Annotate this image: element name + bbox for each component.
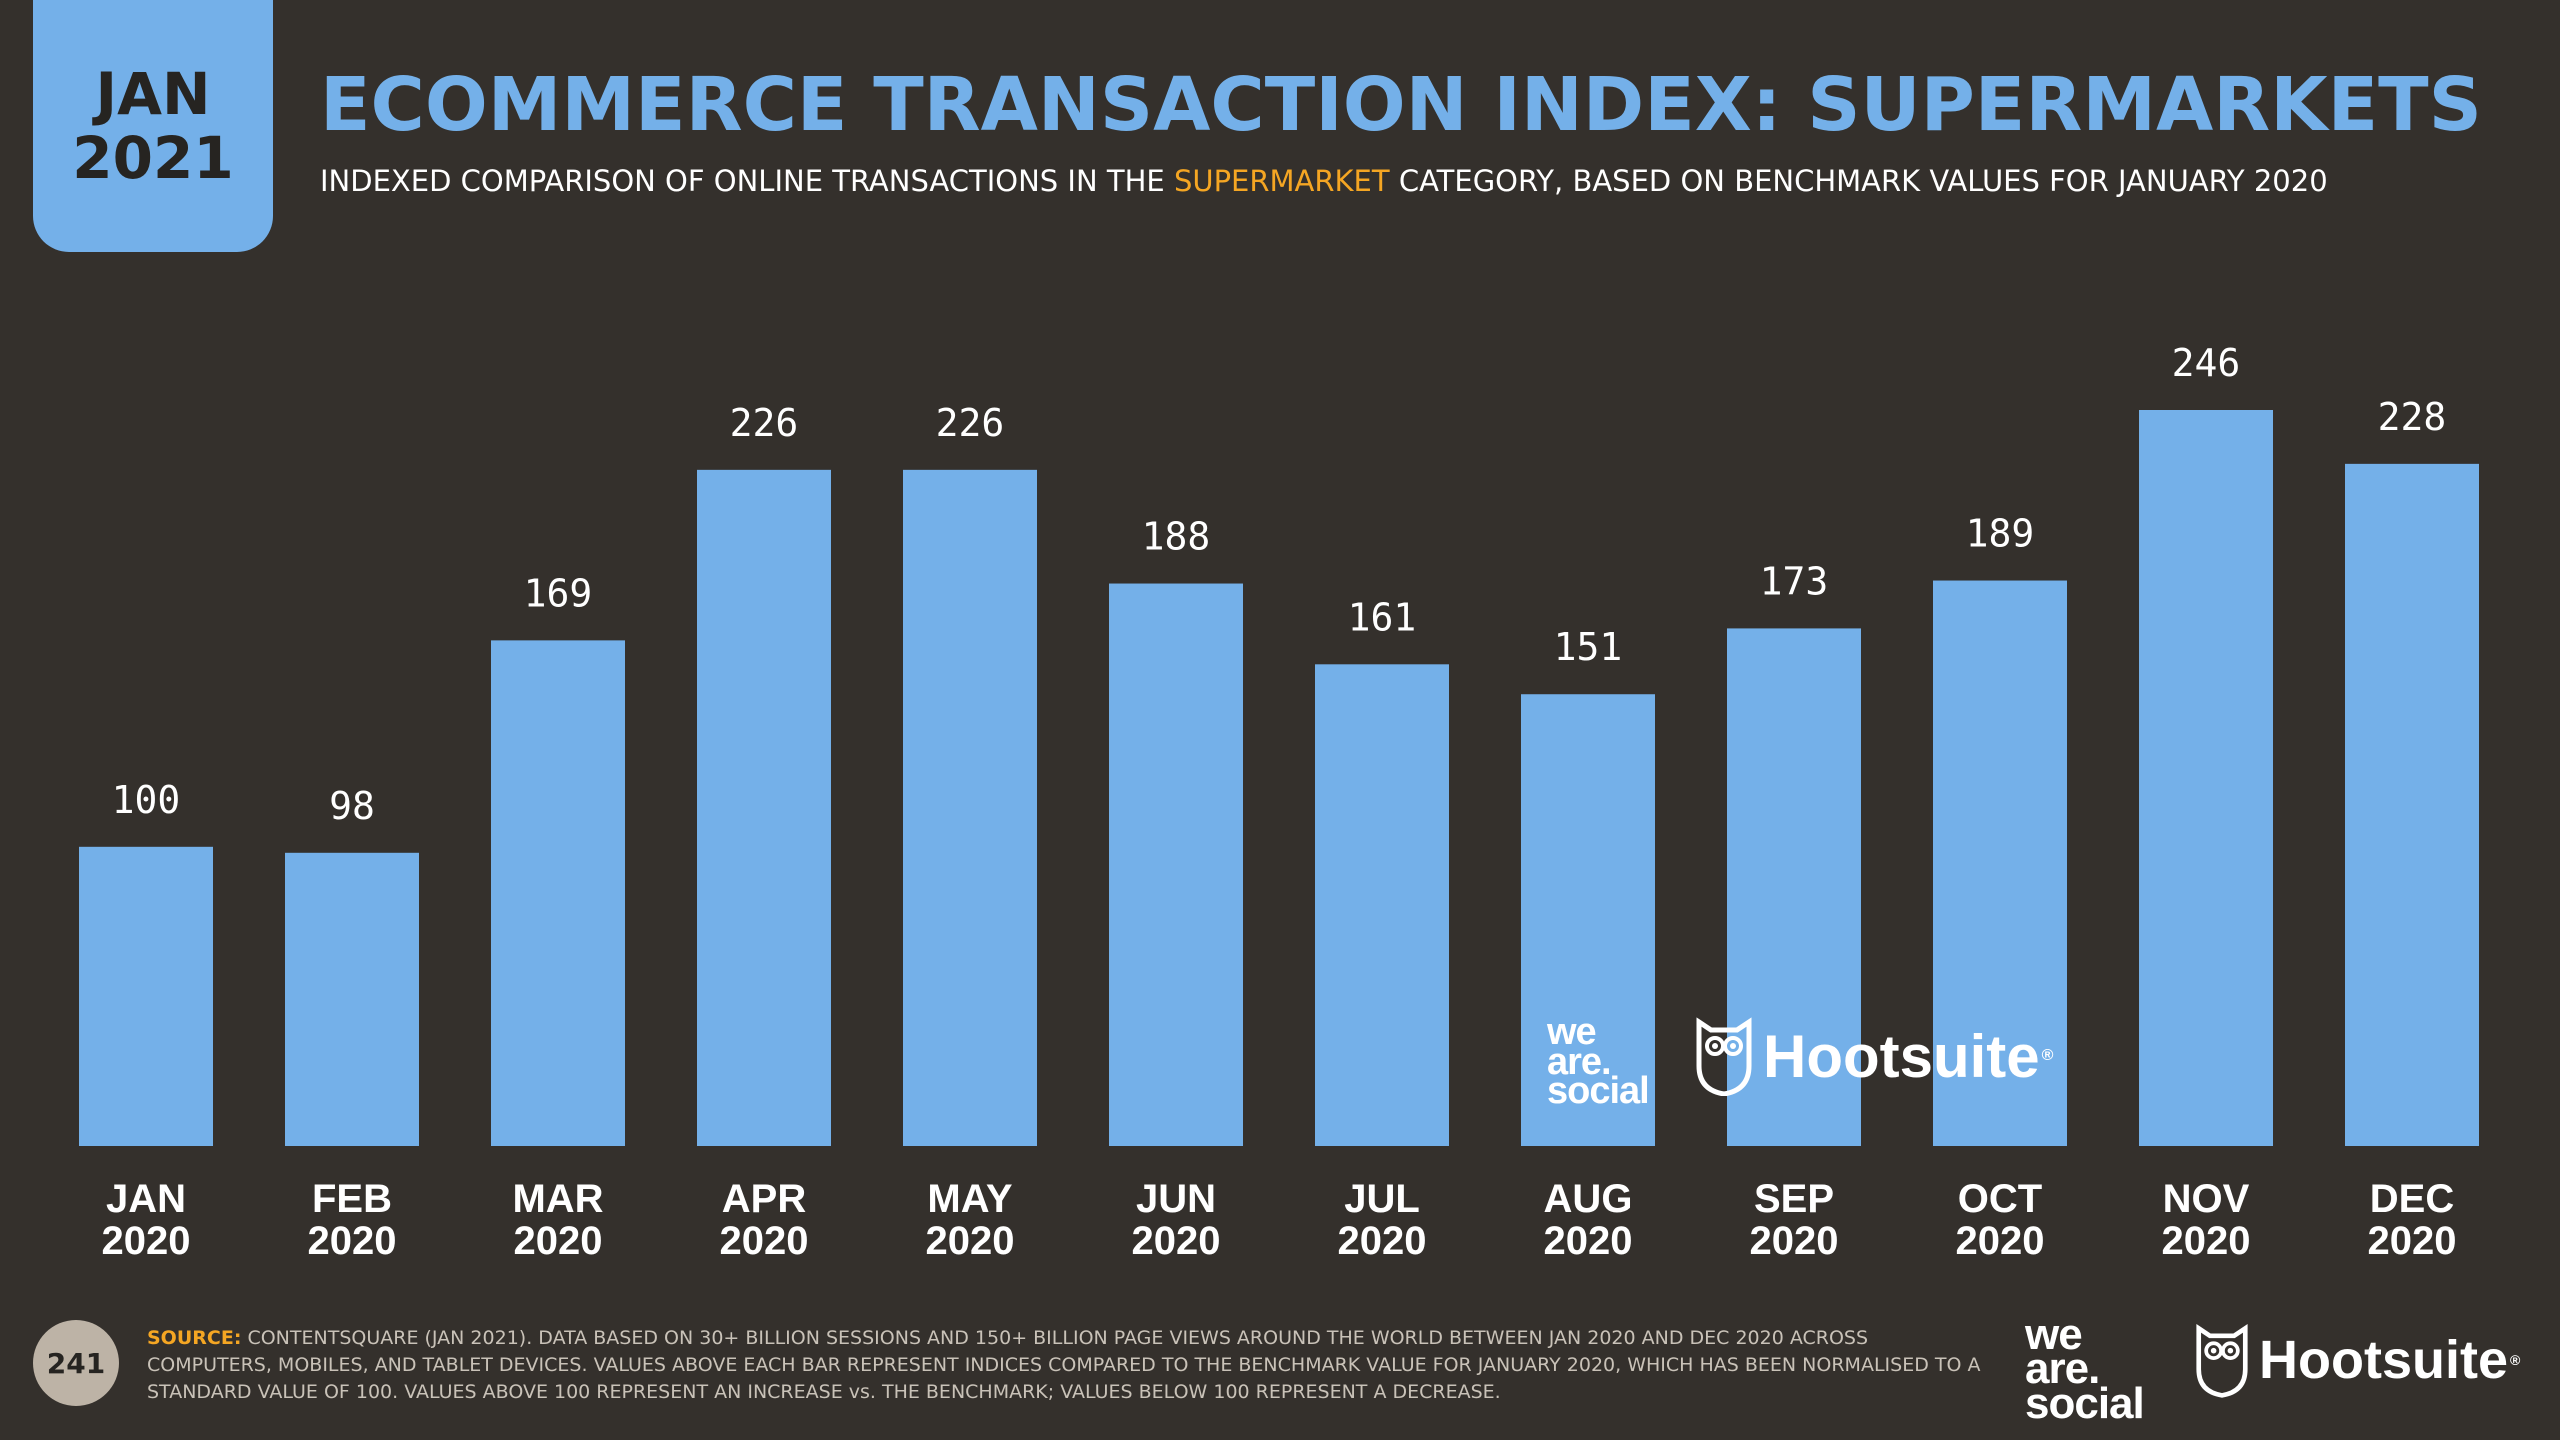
footer-social-text: social	[2025, 1378, 2145, 1428]
x-tick-label-year: 2020	[1750, 1219, 1839, 1263]
subtitle-highlight: SUPERMARKET	[1173, 164, 1390, 198]
data-label: 226	[936, 401, 1005, 445]
x-tick-label-month: APR	[722, 1177, 807, 1221]
source-note: SOURCE: CONTENTSQUARE (JAN 2021). DATA B…	[147, 1325, 1987, 1406]
x-tick-label-year: 2020	[720, 1219, 809, 1263]
footer-we-text: we	[2025, 1310, 2083, 1359]
data-label: 100	[112, 778, 181, 822]
x-tick-label-year: 2020	[308, 1219, 397, 1263]
x-tick-label-month: FEB	[312, 1177, 392, 1221]
bar	[903, 469, 1037, 1146]
data-label: 228	[2378, 395, 2447, 439]
bar	[2139, 410, 2273, 1146]
subtitle-after: CATEGORY, BASED ON BENCHMARK VALUES FOR …	[1389, 164, 2328, 198]
bar	[1933, 580, 2067, 1146]
watermark-we-are-social-logo: we are. social	[1547, 1011, 1650, 1113]
x-tick-label-month: JAN	[106, 1177, 186, 1221]
x-tick-label-year: 2020	[102, 1219, 191, 1263]
footer-are-text: are.	[2025, 1344, 2100, 1394]
badge-year: 2021	[72, 124, 234, 192]
x-tick-label-year: 2020	[1544, 1219, 1633, 1263]
x-tick-label-month: DEC	[2370, 1177, 2454, 1221]
x-tick-label-month: AUG	[1544, 1177, 1633, 1221]
page-title: ECOMMERCE TRANSACTION INDEX: SUPERMARKET…	[320, 62, 2482, 148]
bar	[491, 640, 625, 1146]
bar	[2345, 463, 2479, 1147]
owl-icon	[1696, 1017, 1752, 1096]
registered-mark-icon: ®	[2510, 1352, 2521, 1368]
registered-mark-icon: ®	[2041, 1047, 2054, 1064]
source-body: CONTENTSQUARE (JAN 2021). DATA BASED ON …	[147, 1327, 1981, 1403]
data-label: 98	[329, 784, 375, 828]
x-tick-label-month: OCT	[1958, 1177, 2042, 1221]
date-badge: JAN 2021	[33, 0, 273, 252]
footer-hootsuite-text: Hootsuite	[2259, 1330, 2508, 1390]
bar	[697, 469, 831, 1146]
x-tick-label-month: JUN	[1136, 1177, 1216, 1221]
badge-month: JAN	[95, 60, 211, 128]
data-label: 173	[1760, 559, 1829, 603]
x-tick-label-year: 2020	[514, 1219, 603, 1263]
x-tick-label-year: 2020	[926, 1219, 1015, 1263]
data-label: 161	[1348, 595, 1417, 639]
x-tick-label-month: SEP	[1754, 1177, 1834, 1221]
data-label: 188	[1142, 515, 1211, 559]
x-tick-label-month: MAR	[512, 1177, 603, 1221]
watermark-social-text: social	[1547, 1070, 1650, 1113]
x-tick-label-year: 2020	[1956, 1219, 2045, 1263]
bar	[1521, 694, 1655, 1146]
footer-hootsuite-logo: Hootsuite ®	[2195, 1322, 2520, 1398]
footer-we-are-social-logo: we are. social	[2025, 1310, 2145, 1428]
data-label: 246	[2172, 341, 2241, 385]
bar	[79, 846, 213, 1146]
data-label: 169	[524, 571, 593, 615]
watermark-we-text: we	[1547, 1011, 1597, 1053]
source-label: SOURCE:	[147, 1327, 242, 1349]
data-label: 189	[1966, 512, 2035, 556]
x-tick-label-year: 2020	[1338, 1219, 1427, 1263]
watermark-hootsuite-logo: Hootsuite ®	[1695, 1016, 2053, 1096]
watermark-hootsuite-text: Hootsuite	[1763, 1022, 2040, 1090]
watermark-are-text: are.	[1547, 1040, 1612, 1083]
page-number: 241	[33, 1320, 119, 1406]
x-tick-label-year: 2020	[1132, 1219, 1221, 1263]
data-label: 151	[1554, 625, 1623, 669]
page-subtitle: INDEXED COMPARISON OF ONLINE TRANSACTION…	[320, 164, 2328, 198]
x-tick-label-month: MAY	[927, 1177, 1013, 1221]
subtitle-before: INDEXED COMPARISON OF ONLINE TRANSACTION…	[320, 164, 1174, 198]
bar	[1315, 664, 1449, 1146]
x-tick-label-month: JUL	[1344, 1177, 1420, 1221]
bar	[1109, 583, 1243, 1146]
x-tick-label-year: 2020	[2162, 1219, 2251, 1263]
x-tick-label-month: NOV	[2163, 1177, 2250, 1221]
data-label: 226	[730, 401, 799, 445]
x-tick-label-year: 2020	[2368, 1219, 2457, 1263]
bar	[285, 852, 419, 1146]
owl-icon	[2196, 1323, 2248, 1398]
